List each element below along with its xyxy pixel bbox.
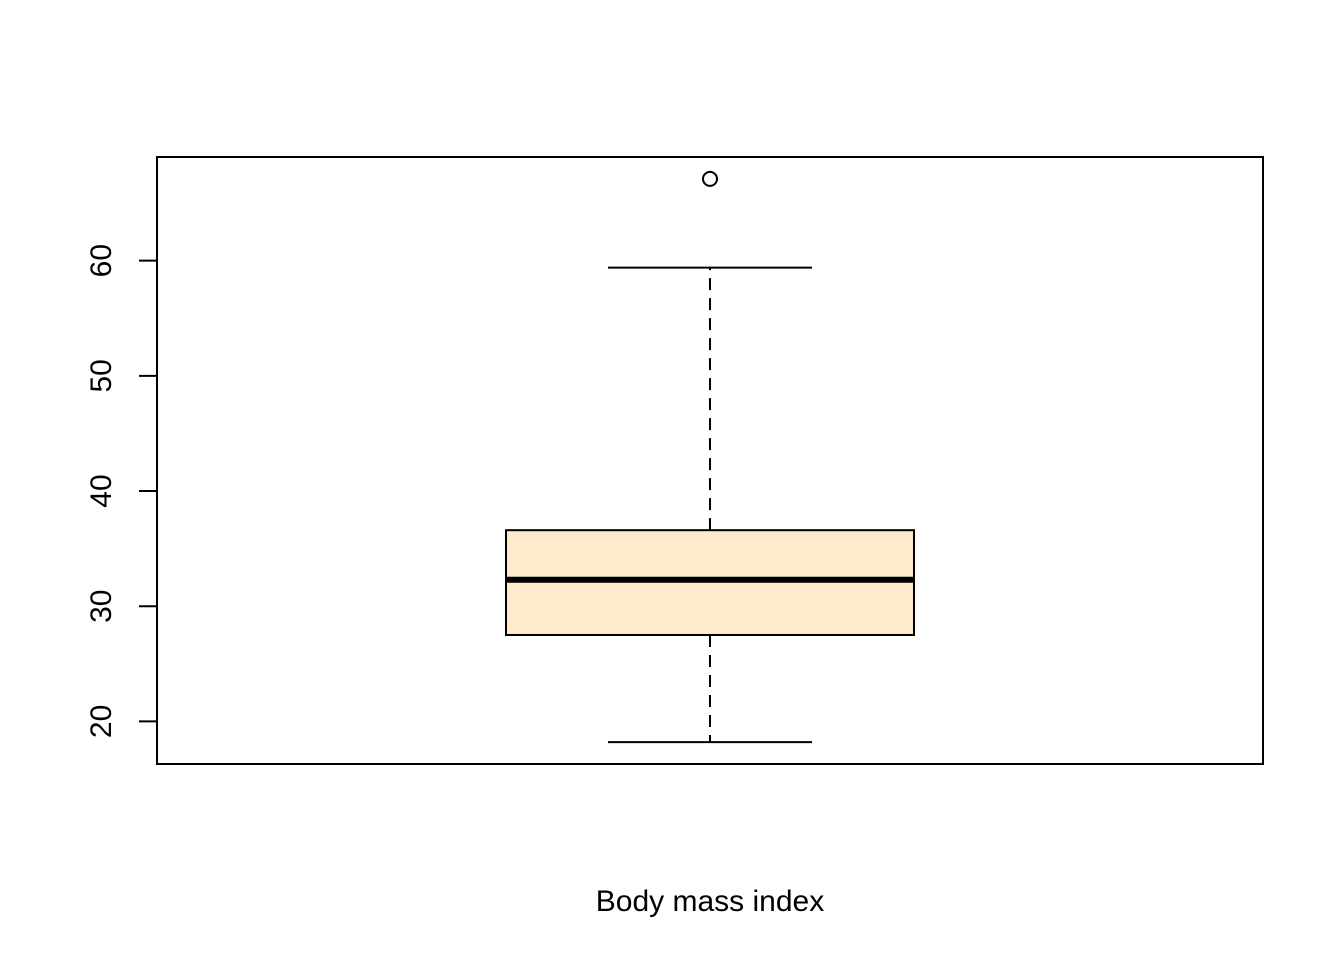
y-tick-label: 50: [85, 359, 118, 392]
x-axis-label: Body mass index: [596, 885, 824, 918]
y-axis: 20 30 40 50 60: [85, 244, 158, 738]
box-plot-series: [505, 170, 915, 744]
outlier-point: [702, 170, 718, 187]
y-tick-label: 40: [85, 474, 118, 507]
y-tick-label: 60: [85, 244, 118, 277]
y-tick-label: 30: [85, 590, 118, 623]
y-tick-label: 20: [85, 705, 118, 738]
plot-frame: [156, 156, 1264, 765]
